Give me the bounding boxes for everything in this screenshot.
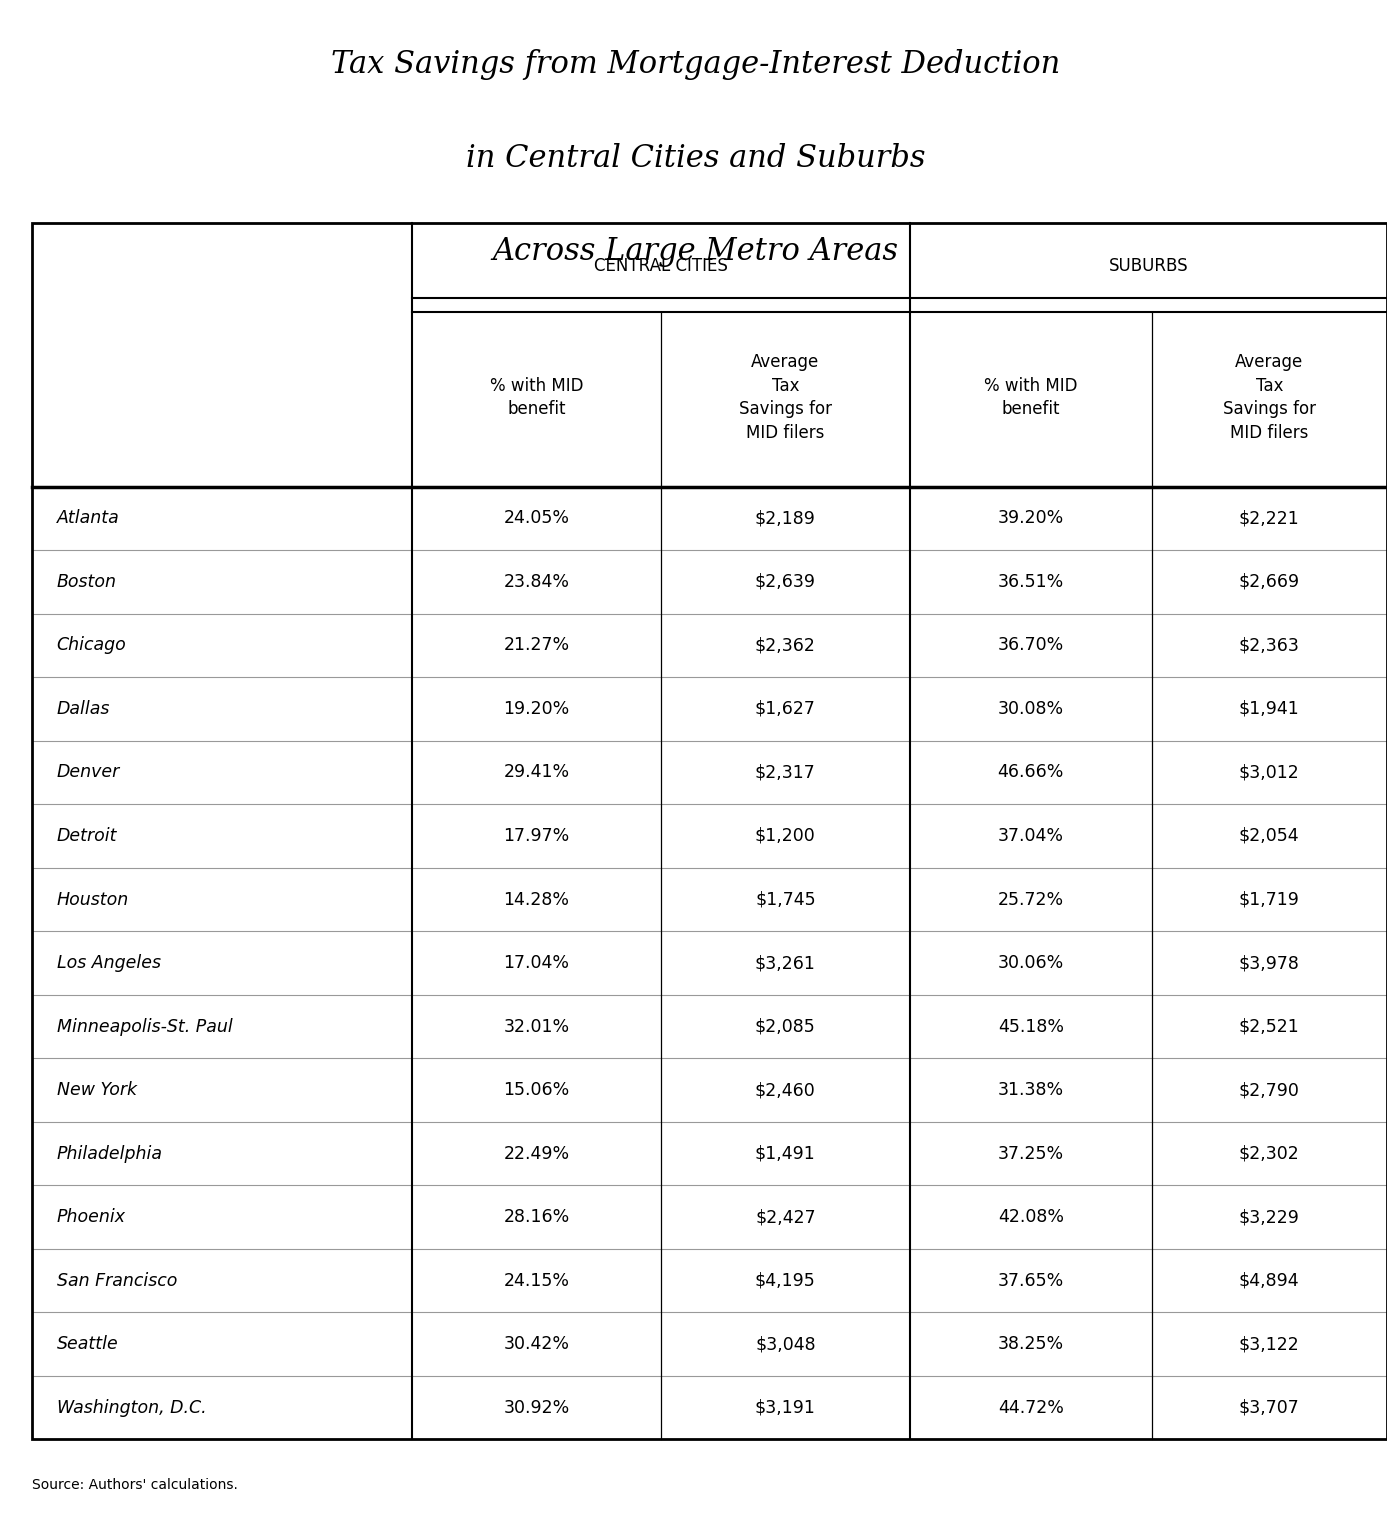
Text: $2,521: $2,521 xyxy=(1239,1017,1299,1035)
Text: 46.66%: 46.66% xyxy=(997,764,1064,781)
Text: $1,941: $1,941 xyxy=(1239,700,1299,719)
Text: $2,085: $2,085 xyxy=(755,1017,815,1035)
Text: $2,362: $2,362 xyxy=(755,637,815,655)
Text: 39.20%: 39.20% xyxy=(997,509,1064,528)
Text: 31.38%: 31.38% xyxy=(997,1081,1064,1099)
Text: $3,191: $3,191 xyxy=(755,1399,815,1417)
Text: 25.72%: 25.72% xyxy=(997,890,1064,908)
Text: $3,048: $3,048 xyxy=(755,1336,815,1354)
Text: $3,229: $3,229 xyxy=(1239,1208,1299,1226)
Text: Average
Tax
Savings for
MID filers: Average Tax Savings for MID filers xyxy=(1223,353,1316,443)
Text: 37.04%: 37.04% xyxy=(997,828,1064,844)
Text: $1,627: $1,627 xyxy=(755,700,815,719)
Text: 23.84%: 23.84% xyxy=(504,573,569,591)
Text: 24.05%: 24.05% xyxy=(504,509,569,528)
Text: Phoenix: Phoenix xyxy=(57,1208,125,1226)
Text: $3,978: $3,978 xyxy=(1239,954,1299,972)
Text: $4,894: $4,894 xyxy=(1239,1272,1299,1290)
Text: $2,189: $2,189 xyxy=(755,509,815,528)
Text: $1,491: $1,491 xyxy=(755,1145,815,1163)
Text: Los Angeles: Los Angeles xyxy=(57,954,161,972)
Text: 30.06%: 30.06% xyxy=(997,954,1064,972)
Text: 32.01%: 32.01% xyxy=(504,1017,569,1035)
Text: Philadelphia: Philadelphia xyxy=(57,1145,163,1163)
Text: $2,669: $2,669 xyxy=(1239,573,1299,591)
Text: 17.97%: 17.97% xyxy=(504,828,570,844)
Text: 45.18%: 45.18% xyxy=(997,1017,1064,1035)
Text: 30.08%: 30.08% xyxy=(997,700,1064,719)
Text: $3,261: $3,261 xyxy=(755,954,815,972)
Text: $2,790: $2,790 xyxy=(1239,1081,1299,1099)
Text: 36.51%: 36.51% xyxy=(997,573,1064,591)
Text: Seattle: Seattle xyxy=(57,1336,118,1354)
Text: Boston: Boston xyxy=(57,573,117,591)
Text: $2,363: $2,363 xyxy=(1239,637,1299,655)
Text: Detroit: Detroit xyxy=(57,828,117,844)
Text: Chicago: Chicago xyxy=(57,637,127,655)
Text: Minneapolis-St. Paul: Minneapolis-St. Paul xyxy=(57,1017,232,1035)
Text: $4,195: $4,195 xyxy=(755,1272,815,1290)
Text: Atlanta: Atlanta xyxy=(57,509,120,528)
Text: 24.15%: 24.15% xyxy=(504,1272,569,1290)
Text: 30.92%: 30.92% xyxy=(504,1399,570,1417)
Text: $2,460: $2,460 xyxy=(755,1081,815,1099)
Text: 28.16%: 28.16% xyxy=(504,1208,570,1226)
Text: $1,745: $1,745 xyxy=(755,890,815,908)
Text: $2,221: $2,221 xyxy=(1239,509,1299,528)
Text: 38.25%: 38.25% xyxy=(997,1336,1064,1354)
Text: 36.70%: 36.70% xyxy=(997,637,1064,655)
Text: 44.72%: 44.72% xyxy=(997,1399,1064,1417)
Text: in Central Cities and Suburbs: in Central Cities and Suburbs xyxy=(466,143,925,174)
Text: CENTRAL CITIES: CENTRAL CITIES xyxy=(594,256,727,274)
Text: 19.20%: 19.20% xyxy=(504,700,570,719)
Text: $2,054: $2,054 xyxy=(1239,828,1299,844)
Text: $2,302: $2,302 xyxy=(1239,1145,1299,1163)
Text: Average
Tax
Savings for
MID filers: Average Tax Savings for MID filers xyxy=(739,353,832,443)
Text: Across Large Metro Areas: Across Large Metro Areas xyxy=(492,236,899,267)
Text: % with MID
benefit: % with MID benefit xyxy=(490,377,583,418)
Bar xyxy=(32,223,1387,1440)
Text: $1,200: $1,200 xyxy=(755,828,815,844)
Text: Denver: Denver xyxy=(57,764,120,781)
Text: 15.06%: 15.06% xyxy=(504,1081,570,1099)
Text: Washington, D.C.: Washington, D.C. xyxy=(57,1399,206,1417)
Text: 21.27%: 21.27% xyxy=(504,637,569,655)
Text: $2,639: $2,639 xyxy=(755,573,817,591)
Text: San Francisco: San Francisco xyxy=(57,1272,177,1290)
Text: $2,427: $2,427 xyxy=(755,1208,815,1226)
Text: New York: New York xyxy=(57,1081,136,1099)
Text: 22.49%: 22.49% xyxy=(504,1145,569,1163)
Text: % with MID
benefit: % with MID benefit xyxy=(983,377,1078,418)
Text: $1,719: $1,719 xyxy=(1239,890,1299,908)
Text: 29.41%: 29.41% xyxy=(504,764,569,781)
Text: 37.65%: 37.65% xyxy=(997,1272,1064,1290)
Text: 30.42%: 30.42% xyxy=(504,1336,569,1354)
Text: $3,122: $3,122 xyxy=(1239,1336,1299,1354)
Text: 37.25%: 37.25% xyxy=(997,1145,1064,1163)
Text: 17.04%: 17.04% xyxy=(504,954,569,972)
Text: 42.08%: 42.08% xyxy=(997,1208,1064,1226)
Text: Tax Savings from Mortgage-Interest Deduction: Tax Savings from Mortgage-Interest Deduc… xyxy=(331,50,1060,80)
Text: Dallas: Dallas xyxy=(57,700,110,719)
Text: 14.28%: 14.28% xyxy=(504,890,569,908)
Text: SUBURBS: SUBURBS xyxy=(1109,256,1188,274)
Text: $2,317: $2,317 xyxy=(755,764,815,781)
Text: $3,707: $3,707 xyxy=(1239,1399,1299,1417)
Text: Houston: Houston xyxy=(57,890,129,908)
Text: $3,012: $3,012 xyxy=(1239,764,1299,781)
Text: Source: Authors' calculations.: Source: Authors' calculations. xyxy=(32,1478,238,1492)
